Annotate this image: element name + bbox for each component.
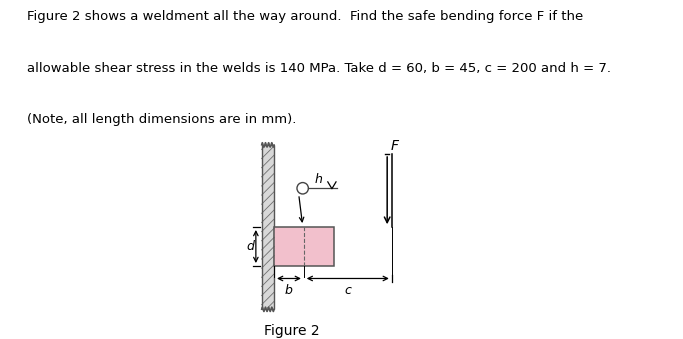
Text: b: b: [285, 283, 293, 297]
Text: Figure 2: Figure 2: [264, 324, 320, 338]
Text: (Note, all length dimensions are in mm).: (Note, all length dimensions are in mm).: [27, 113, 296, 126]
Text: F: F: [391, 139, 399, 153]
Text: h: h: [315, 173, 322, 185]
Text: d: d: [247, 240, 255, 253]
Text: Figure 2 shows a weldment all the way around.  Find the safe bending force F if : Figure 2 shows a weldment all the way ar…: [27, 10, 583, 23]
Bar: [262, 145, 274, 309]
Text: c: c: [344, 283, 351, 297]
Bar: [274, 227, 333, 266]
Text: allowable shear stress in the welds is 140 MPa. Take d = 60, b = 45, c = 200 and: allowable shear stress in the welds is 1…: [27, 62, 611, 75]
